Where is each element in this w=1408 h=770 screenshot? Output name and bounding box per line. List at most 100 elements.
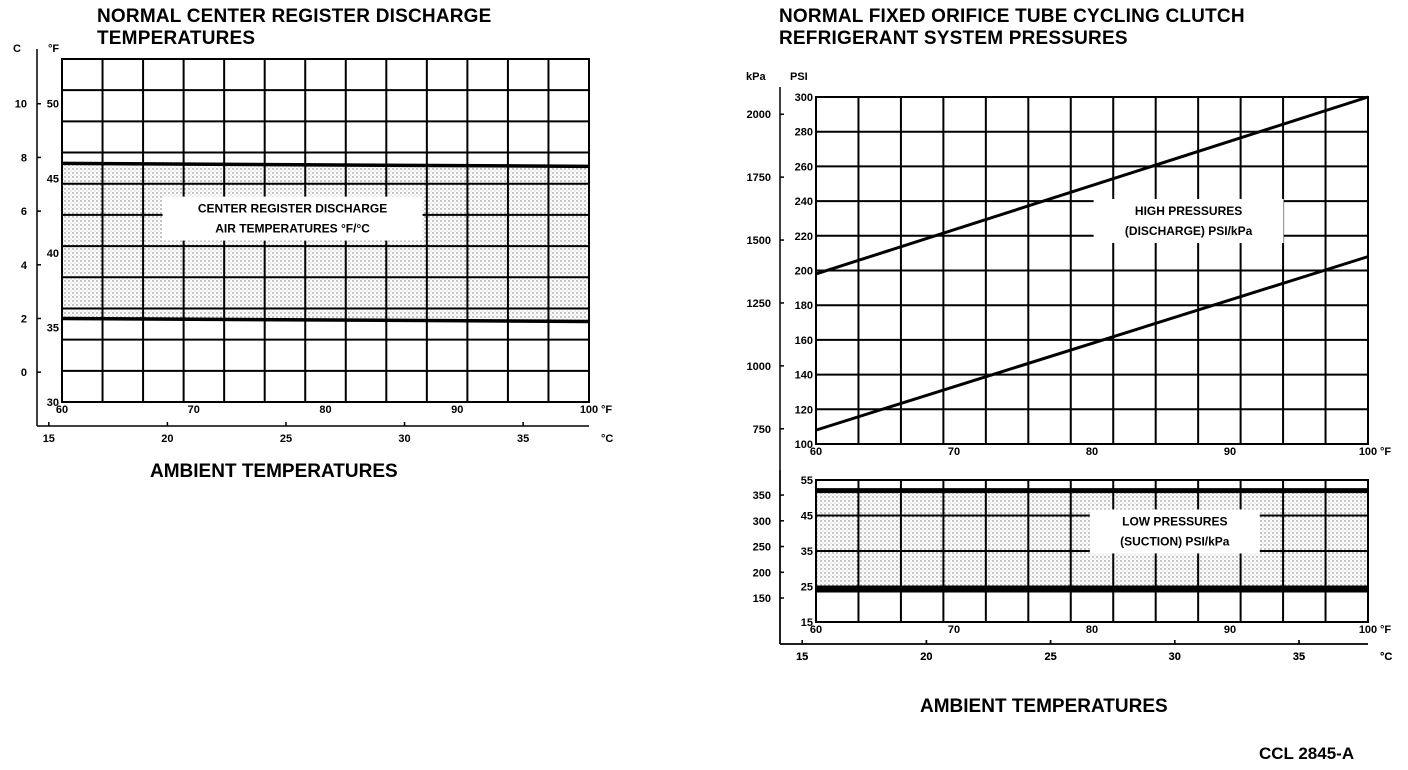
x-tick-label-f: 70 xyxy=(948,446,960,458)
left-title-line-2: TEMPERATURES xyxy=(97,28,256,49)
annotation-text: (SUCTION) PSI/kPa xyxy=(1120,534,1230,548)
y-tick-label-psi: 35 xyxy=(801,546,813,558)
annotation-text: AIR TEMPERATURES °F/°C xyxy=(215,222,370,236)
x-tick-label-f: 90 xyxy=(1224,446,1236,458)
y-tick-label-c: 8 xyxy=(21,152,27,164)
x-tick-label-f: 80 xyxy=(319,404,331,416)
annotation-text: LOW PRESSURES xyxy=(1122,514,1227,528)
x-tick-label-c: 30 xyxy=(398,433,410,445)
x-tick-label-f: 80 xyxy=(1086,446,1098,458)
x-tick-label-f: 100 xyxy=(1359,446,1377,458)
annotation-text: HIGH PRESSURES xyxy=(1135,204,1242,218)
x-tick-label-f: 80 xyxy=(1086,624,1098,636)
y-tick-label-kpa: 1750 xyxy=(747,172,771,184)
x-tick-label-f: 100 xyxy=(580,404,598,416)
x-tick-label-c: 25 xyxy=(280,433,292,445)
y-tick-label-psi: 15 xyxy=(801,617,813,629)
annotation-text: (DISCHARGE) PSI/kPa xyxy=(1125,224,1253,238)
x-tick-label-c: 15 xyxy=(796,651,808,663)
x-tick-label-f: 90 xyxy=(451,404,463,416)
figure-code: CCL 2845-A xyxy=(1259,744,1355,763)
x-unit-c-label: °C xyxy=(601,433,613,445)
x-tick-label-c: 30 xyxy=(1169,651,1181,663)
x-tick-label-f: 60 xyxy=(56,404,68,416)
x-tick-label-f: 60 xyxy=(810,446,822,458)
y-tick-label-psi: 200 xyxy=(795,266,813,278)
y-tick-label-c: 6 xyxy=(21,206,27,218)
y-tick-label-psi: 100 xyxy=(795,439,813,451)
series-line-lower xyxy=(815,255,1369,432)
y-tick-label-kpa: 250 xyxy=(753,542,771,554)
x-tick-label-f: 70 xyxy=(948,624,960,636)
y-tick-label-psi: 25 xyxy=(801,582,813,594)
x-tick-label-c: 30 xyxy=(1169,651,1181,663)
right-title-line-2: REFRIGERANT SYSTEM PRESSURES xyxy=(779,28,1128,49)
x-tick-label-c: 20 xyxy=(920,651,932,663)
x-tick-label-c: 15 xyxy=(796,651,808,663)
y-tick-label-c: 2 xyxy=(21,313,27,325)
series-line-upper xyxy=(61,161,590,169)
y-tick-label-psi: 180 xyxy=(795,300,813,312)
x-tick-label-f: 100 xyxy=(1359,624,1377,636)
x-tick-label-c: 35 xyxy=(1293,651,1305,663)
plot-frame xyxy=(61,58,590,403)
right-x-axis-title: AMBIENT TEMPERATURES xyxy=(920,696,1168,717)
y-tick-label-kpa: 1500 xyxy=(747,235,771,247)
y-tick-label-psi: 140 xyxy=(795,370,813,382)
low-pressure-chart: 60 70 80 90 100 °F 15 20 25 30 35 °C LOW PRESSURES (S… xyxy=(753,470,1392,663)
y-tick-label-kpa: 150 xyxy=(753,593,771,605)
y-tick-label-f: 30 xyxy=(47,397,59,409)
x-unit-f-label: °F xyxy=(601,404,612,416)
y-tick-label-psi: 240 xyxy=(795,196,813,208)
y-tick-label-kpa: 350 xyxy=(753,490,771,502)
x-tick-label-c: 25 xyxy=(1044,651,1056,663)
annotation-background xyxy=(162,196,423,241)
y-tick-label-psi: 160 xyxy=(795,335,813,347)
y-tick-label-f: 35 xyxy=(47,322,59,334)
y-tick-label-c: 10 xyxy=(15,99,27,111)
x-tick-label-f: 90 xyxy=(1224,624,1236,636)
series-line-lower xyxy=(61,316,590,324)
y-tick-label-kpa: 300 xyxy=(753,516,771,528)
y-tick-label-c: 0 xyxy=(21,367,27,379)
x-unit-f-label: °F xyxy=(1380,624,1391,636)
x-unit-f-label: °F xyxy=(1380,446,1391,458)
y-tick-label-kpa: 750 xyxy=(753,424,771,436)
range-band xyxy=(62,163,589,322)
annotation-background xyxy=(1093,198,1284,243)
y-unit-f-label: °F xyxy=(48,43,59,55)
y-tick-label-c: 4 xyxy=(21,260,28,272)
y-tick-label-psi: 260 xyxy=(795,161,813,173)
x-unit-c-label: °C xyxy=(1380,651,1392,663)
x-tick-label-c: 35 xyxy=(1293,651,1305,663)
x-tick-label-c: 15 xyxy=(43,433,55,445)
annotation-text: CENTER REGISTER DISCHARGE xyxy=(198,202,387,216)
x-tick-label-c: 20 xyxy=(161,433,173,445)
left-x-axis-title: AMBIENT TEMPERATURES xyxy=(150,461,398,482)
plot-frame xyxy=(815,479,1369,623)
x-unit-c-label: °C xyxy=(1380,651,1392,663)
x-tick-label-c: 25 xyxy=(1044,651,1056,663)
y-unit-kpa-label: kPa xyxy=(746,71,766,83)
x-tick-label-f: 70 xyxy=(188,404,200,416)
y-tick-label-f: 50 xyxy=(47,99,59,111)
y-unit-psi-label: PSI xyxy=(790,71,808,83)
y-tick-label-psi: 300 xyxy=(795,92,813,104)
y-tick-label-psi: 280 xyxy=(795,127,813,139)
series-line-upper xyxy=(815,95,1369,276)
y-tick-label-kpa: 2000 xyxy=(747,109,771,121)
right-chart-title: NORMAL FIXED ORIFICE TUBE CYCLING CLUTCH… xyxy=(779,6,1245,50)
y-tick-label-psi: 45 xyxy=(801,511,813,523)
plot-frame xyxy=(815,96,1369,445)
annotation-background xyxy=(1089,509,1260,554)
x-tick-label-c: 20 xyxy=(920,651,932,663)
y-tick-label-kpa: 1250 xyxy=(747,298,771,310)
y-tick-label-psi: 55 xyxy=(801,475,813,487)
left-chart-title: NORMAL CENTER REGISTER DISCHARGE TEMPERA… xyxy=(97,6,492,50)
y-tick-label-kpa: 1000 xyxy=(747,361,771,373)
y-tick-label-f: 45 xyxy=(47,173,59,185)
y-unit-c-label: C xyxy=(13,43,21,55)
